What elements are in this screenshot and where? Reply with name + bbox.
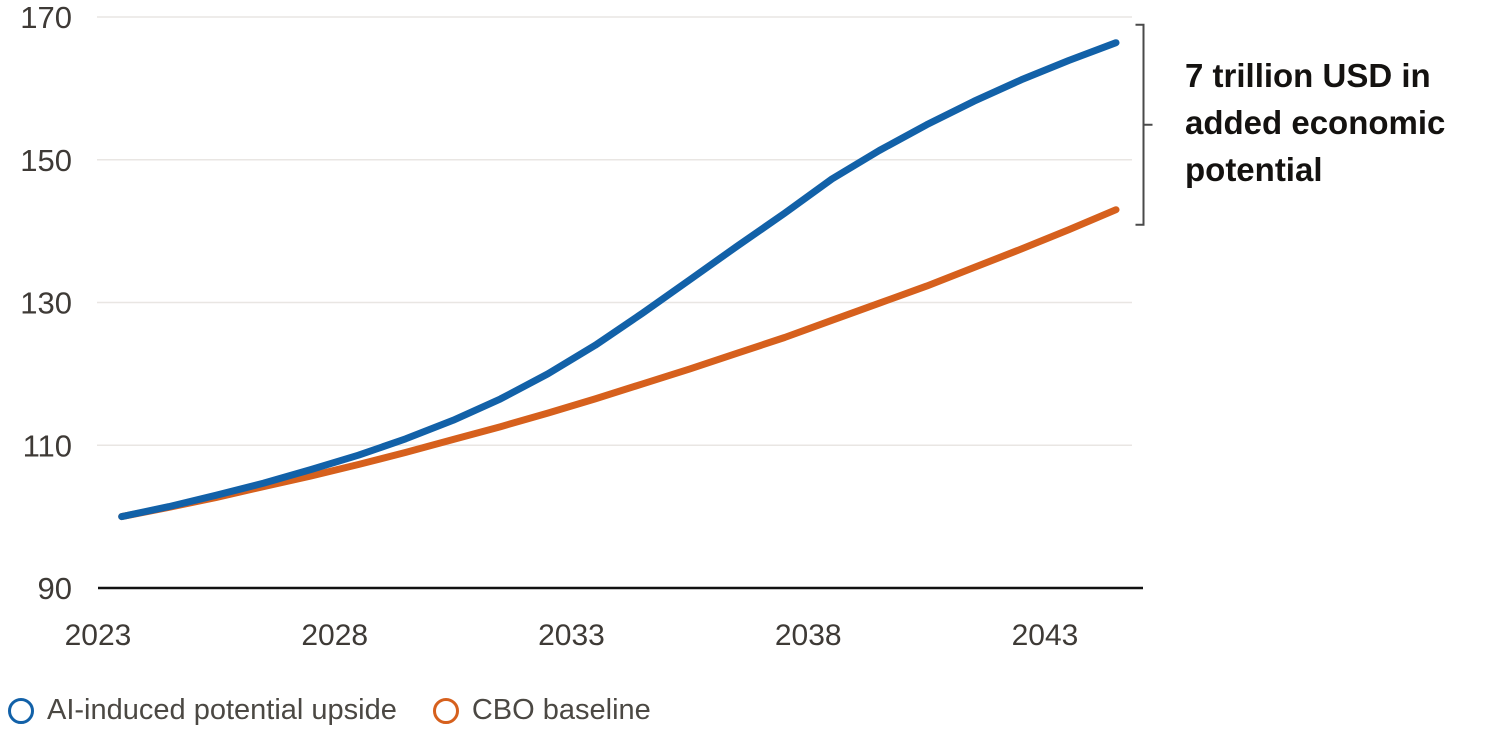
annotation-label: 7 trillion USD in added economic potenti… [1185,52,1485,193]
legend: AI-induced potential upside CBO baseline [8,696,651,725]
annotation-line-1: 7 trillion USD in [1185,57,1431,94]
x-tick-label: 2023 [65,619,132,652]
y-tick-label: 110 [23,428,72,463]
legend-item-label: CBO baseline [471,694,651,726]
x-tick-label: 2028 [301,619,368,652]
y-tick-label: 130 [20,286,72,321]
line-chart-svg: 90 110 130 150 170 2023 2028 2033 2038 2043 [20,0,1153,652]
series-line-cbo-baseline [118,206,1120,521]
legend-item-label: AI-induced potential upside [47,694,397,726]
legend-circle-marker-orange-icon [432,697,459,724]
legend-circle-marker-blue-icon [8,697,34,724]
annotation-line-3: potential [1185,151,1323,188]
x-tick-label: 2033 [538,619,605,652]
y-tick-label: 150 [20,143,72,178]
x-tick-label: 2038 [775,619,842,652]
series-line-ai-induced-potential-upside [118,39,1120,521]
legend-item-cbo-baseline: CBO baseline [432,694,651,726]
annotation-line-2: added economic [1185,104,1446,141]
difference-bracket [1135,23,1153,226]
y-tick-label: 170 [20,0,72,35]
legend-item-ai-upside: AI-induced potential upside [8,696,397,725]
y-tick-label: 90 [38,571,72,606]
x-tick-label: 2043 [1012,619,1079,652]
